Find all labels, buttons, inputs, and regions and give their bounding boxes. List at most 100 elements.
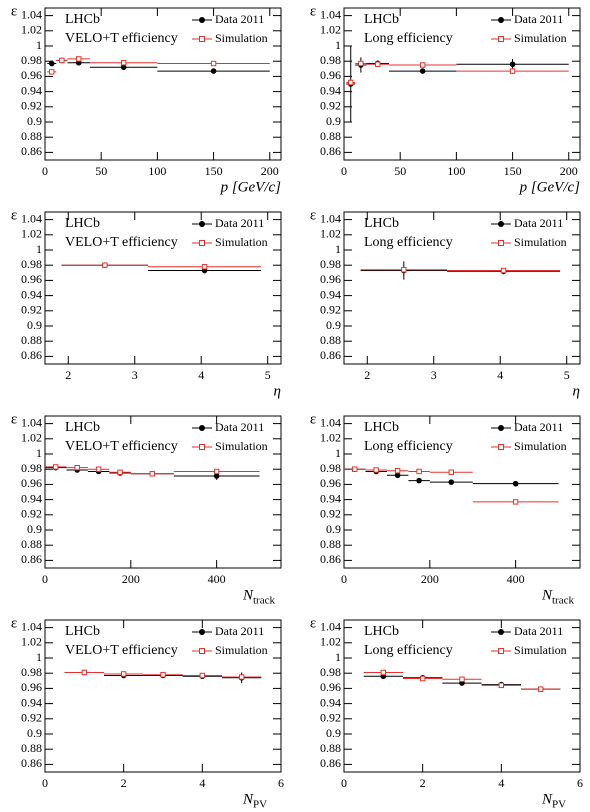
- x-tick-label: 0: [341, 572, 347, 586]
- sim-point: [419, 675, 426, 682]
- x-tick-label: 400: [507, 572, 525, 586]
- y-tick-label: 0.96: [21, 68, 42, 82]
- x-axis-label-sub: PV: [253, 799, 267, 811]
- legend-label: Data 2011: [215, 216, 264, 230]
- sim-point: [74, 464, 80, 471]
- y-tick-label: 1: [335, 242, 341, 256]
- sim-point: [401, 267, 407, 273]
- x-tick-label: 2: [65, 368, 71, 382]
- y-tick-label: 0.9: [27, 318, 42, 332]
- sim-point: [201, 264, 208, 270]
- y-tick-label: 1.02: [320, 635, 341, 649]
- y-tick-label: 1.02: [21, 635, 42, 649]
- y-tick-label: 1.02: [21, 23, 42, 37]
- plot-frame: [343, 415, 581, 569]
- x-tick-label: 5: [265, 368, 271, 382]
- sim-point: [416, 468, 422, 475]
- y-tick-label: 0.92: [320, 303, 341, 317]
- sim-point: [509, 68, 516, 74]
- y-tick-label: 0.9: [27, 522, 42, 536]
- annotation: VELO+T efficiency: [65, 31, 178, 46]
- legend-marker: [498, 36, 504, 42]
- sim-point: [76, 56, 82, 62]
- y-tick-label: 0.92: [21, 711, 42, 725]
- legend-label: Data 2011: [215, 624, 264, 638]
- annotation: Long efficiency: [364, 643, 453, 658]
- sim-point: [59, 57, 65, 64]
- x-tick-label: 100: [447, 164, 465, 178]
- sim-point: [213, 468, 220, 475]
- sim-point: [380, 669, 387, 676]
- x-axis-label: N: [541, 587, 553, 603]
- x-tick-label: 0: [42, 776, 48, 790]
- y-tick-label: 0.88: [320, 333, 341, 347]
- y-tick-label: 0.94: [320, 695, 341, 709]
- y-tick-label: 1: [335, 650, 341, 664]
- y-tick-label: 0.96: [320, 476, 341, 490]
- x-tick-label: 2: [364, 368, 370, 382]
- y-tick-label: 0.96: [21, 680, 42, 694]
- legend-label: Simulation: [514, 643, 567, 657]
- x-tick-label: 0: [42, 572, 48, 586]
- y-axis-label: ε: [11, 207, 17, 223]
- x-axis-label: N: [242, 587, 254, 603]
- legend-label: Data 2011: [514, 12, 563, 26]
- sim-point: [81, 669, 88, 676]
- x-tick-label: 6: [278, 776, 284, 790]
- y-axis-label: ε: [310, 207, 316, 223]
- legend-marker: [498, 240, 504, 246]
- x-axis-label: p [GeV/c]: [220, 179, 282, 195]
- sim-point: [459, 676, 465, 682]
- annotation: LHCb: [65, 12, 100, 27]
- data-point: [509, 61, 516, 68]
- y-tick-label: 0.98: [320, 257, 341, 271]
- plot-frame: [44, 415, 282, 569]
- x-tick-label: 50: [95, 164, 107, 178]
- y-tick-label: 0.86: [21, 144, 42, 158]
- annotation: VELO+T efficiency: [65, 235, 178, 250]
- sim-point: [394, 468, 401, 474]
- x-tick-label: 150: [504, 164, 522, 178]
- legend-label: Simulation: [215, 31, 268, 45]
- y-tick-label: 0.92: [21, 303, 42, 317]
- y-tick-label: 0.94: [320, 83, 341, 97]
- data-point: [394, 472, 401, 479]
- y-tick-label: 1: [36, 242, 42, 256]
- y-axis-label: ε: [11, 411, 17, 427]
- y-tick-label: 1.02: [320, 23, 341, 37]
- y-tick-label: 1.04: [320, 415, 341, 429]
- legend-label: Simulation: [514, 439, 567, 453]
- x-axis-label: p [GeV/c]: [519, 179, 581, 195]
- annotation: LHCb: [364, 420, 399, 435]
- y-tick-label: 1.02: [320, 431, 341, 445]
- x-tick-label: 150: [205, 164, 223, 178]
- sim-point: [210, 60, 217, 67]
- y-tick-label: 0.9: [27, 114, 42, 128]
- annotation: LHCb: [65, 420, 100, 435]
- sim-point: [373, 467, 379, 473]
- x-tick-label: 5: [564, 368, 570, 382]
- y-tick-label: 0.92: [320, 507, 341, 521]
- legend-label: Simulation: [215, 235, 268, 249]
- annotation: LHCb: [364, 12, 399, 27]
- x-axis-label: η: [274, 383, 281, 399]
- x-axis-label: η: [573, 383, 580, 399]
- y-tick-label: 0.98: [21, 461, 42, 475]
- y-tick-label: 1.02: [320, 227, 341, 241]
- sim-point: [498, 682, 505, 689]
- y-tick-label: 0.9: [27, 726, 42, 740]
- y-tick-label: 0.96: [320, 68, 341, 82]
- annotation: Long efficiency: [364, 235, 453, 250]
- y-tick-label: 0.86: [320, 144, 341, 158]
- y-tick-label: 1.04: [320, 211, 341, 225]
- x-tick-label: 4: [497, 368, 503, 382]
- y-tick-label: 0.9: [326, 726, 341, 740]
- annotation: VELO+T efficiency: [65, 439, 178, 454]
- y-tick-label: 1.02: [21, 227, 42, 241]
- plot-frame: [44, 211, 282, 365]
- data-point: [48, 60, 55, 67]
- x-tick-label: 50: [394, 164, 406, 178]
